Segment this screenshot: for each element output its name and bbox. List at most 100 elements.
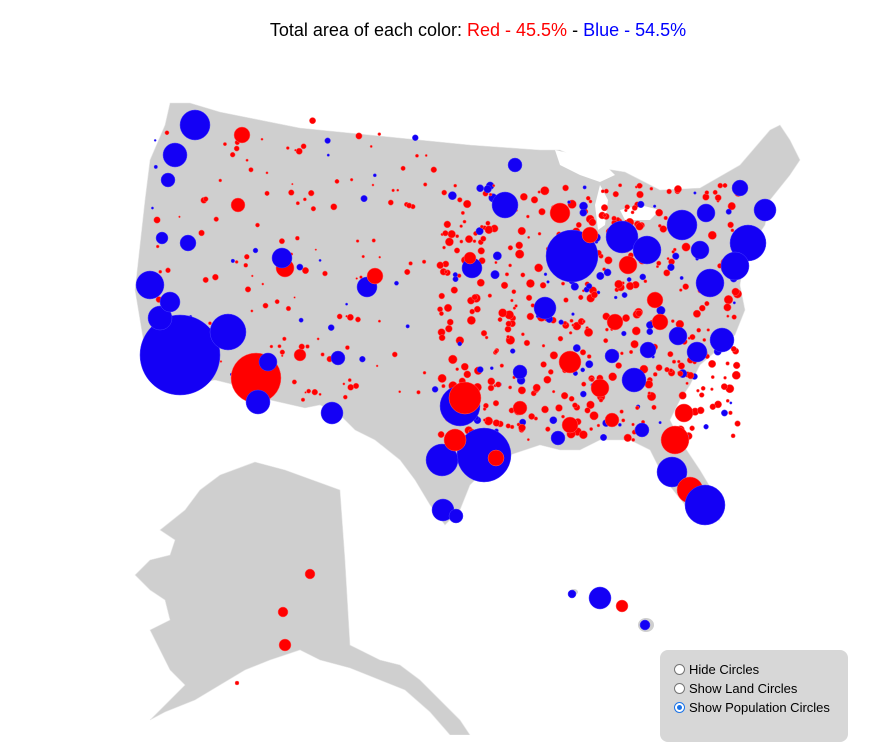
county-circle-red xyxy=(731,370,741,380)
county-circle-red xyxy=(391,351,398,358)
hide-circles-option[interactable]: Hide Circles xyxy=(674,660,848,679)
county-circle-red xyxy=(359,275,363,279)
title-separator: - xyxy=(567,20,584,40)
county-circle-red xyxy=(615,362,622,369)
county-circle-blue xyxy=(639,273,647,281)
county-circle-red xyxy=(277,344,282,349)
county-circle-red xyxy=(493,349,499,354)
county-circle-red xyxy=(479,224,484,229)
county-circle-blue xyxy=(372,173,377,178)
show-population-circles-label: Show Population Circles xyxy=(689,700,830,715)
county-circle-red xyxy=(442,230,449,237)
county-circle-red xyxy=(623,433,632,442)
county-circle-red xyxy=(563,297,569,303)
county-circle-red xyxy=(725,361,730,366)
county-circle-red xyxy=(261,282,265,286)
county-circle-red xyxy=(355,132,363,140)
county-circle-red xyxy=(469,308,475,315)
county-circle-blue xyxy=(510,348,516,354)
county-circle-red xyxy=(635,405,640,411)
county-circle-red xyxy=(505,423,511,429)
county-circle-red xyxy=(447,230,456,239)
county-circle-blue xyxy=(457,341,463,347)
county-circle-red xyxy=(515,249,525,259)
county-circle-blue xyxy=(179,234,197,252)
county-circle-blue xyxy=(230,258,235,263)
county-circle-red xyxy=(575,221,582,228)
title-red-share: Red - 45.5% xyxy=(467,20,568,40)
county-circle-red xyxy=(342,394,348,400)
county-circle-red xyxy=(248,167,254,173)
county-circle-red xyxy=(342,382,346,386)
county-circle-red xyxy=(590,378,610,398)
county-circle-red xyxy=(416,390,421,395)
hide-circles-radio[interactable] xyxy=(674,664,685,675)
county-circle-red xyxy=(441,383,446,389)
county-circle-blue xyxy=(327,324,335,331)
county-circle-red xyxy=(696,388,700,393)
county-circle-blue xyxy=(492,251,502,261)
county-circle-blue xyxy=(709,327,735,353)
county-circle-blue xyxy=(658,421,662,425)
county-circle-red xyxy=(600,189,605,194)
county-circle-blue xyxy=(153,164,158,169)
county-circle-red xyxy=(345,345,350,350)
county-circle-red xyxy=(541,405,549,414)
county-circle-red xyxy=(670,319,675,323)
county-circle-red xyxy=(649,186,654,191)
county-circle-red xyxy=(537,231,542,236)
show-land-circles-option[interactable]: Show Land Circles xyxy=(674,679,848,698)
county-circle-blue xyxy=(179,109,211,141)
county-circle-red xyxy=(243,262,249,268)
county-circle-red xyxy=(396,188,400,192)
county-circle-red xyxy=(309,117,316,125)
show-population-circles-option[interactable]: Show Population Circles xyxy=(674,698,848,717)
county-circle-red xyxy=(438,334,446,342)
county-circle-red xyxy=(484,335,489,340)
county-circle-red xyxy=(726,314,730,318)
county-circle-red xyxy=(404,268,411,276)
county-circle-red xyxy=(614,279,623,289)
county-circle-red xyxy=(233,145,240,152)
county-circle-red xyxy=(244,254,250,260)
county-circle-red xyxy=(279,349,286,355)
show-land-circles-radio[interactable] xyxy=(674,683,685,694)
county-circle-red xyxy=(443,428,467,452)
county-circle-red xyxy=(710,375,715,379)
county-circle-red xyxy=(398,390,402,394)
county-circle-red xyxy=(423,182,428,187)
county-circle-red xyxy=(709,403,717,410)
county-circle-red xyxy=(561,281,566,286)
county-circle-red xyxy=(584,327,594,337)
county-circle-red xyxy=(734,420,741,427)
county-circle-blue xyxy=(580,367,586,373)
county-circle-red xyxy=(601,204,609,212)
county-circle-red xyxy=(630,340,639,349)
county-circle-red xyxy=(234,260,239,264)
county-circle-red xyxy=(453,183,458,188)
county-circle-red xyxy=(651,404,657,410)
county-circle-blue xyxy=(585,360,594,369)
county-circle-red xyxy=(606,313,624,331)
county-circle-red xyxy=(702,338,707,342)
county-circle-red xyxy=(667,351,674,358)
map-title: Total area of each color: Red - 45.5% - … xyxy=(0,20,896,41)
county-circle-red xyxy=(629,349,634,355)
county-circle-red xyxy=(346,313,354,321)
county-circle-red xyxy=(643,279,648,284)
county-circle-red xyxy=(704,190,710,195)
county-circle-red xyxy=(671,359,677,364)
county-circle-blue xyxy=(656,456,688,488)
county-circle-red xyxy=(507,245,514,251)
county-circle-red xyxy=(677,370,684,377)
county-circle-red xyxy=(552,389,556,394)
county-circle-red xyxy=(572,402,578,409)
county-circle-red xyxy=(533,416,538,421)
county-circle-red xyxy=(504,325,512,333)
county-circle-red xyxy=(487,377,496,386)
show-population-circles-radio[interactable] xyxy=(674,702,685,713)
county-circle-red xyxy=(492,419,501,427)
county-circle-red xyxy=(322,270,328,277)
county-circle-red xyxy=(218,178,223,183)
county-circle-blue xyxy=(155,231,169,245)
